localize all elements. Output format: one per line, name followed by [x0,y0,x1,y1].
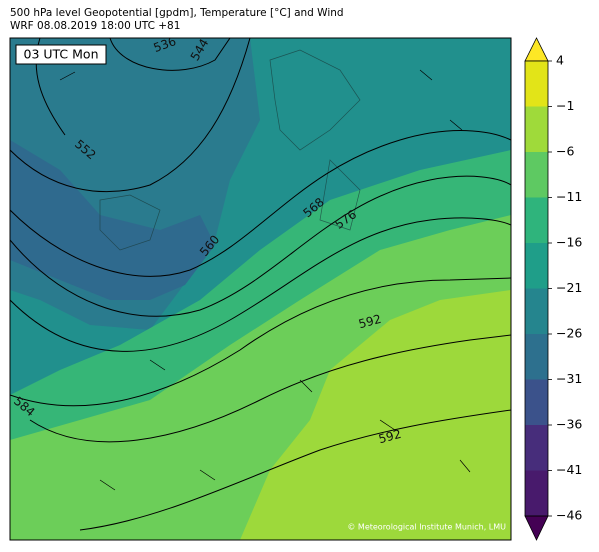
colorbar-label: −26 [556,326,582,341]
colorbar-label: −46 [556,508,582,523]
colorbar-label: 4 [556,53,564,68]
colorbar-box [525,152,548,198]
colorbar-label: −11 [556,189,582,204]
copyright: © Meteorological Institute Munich, LMU [347,523,506,532]
hot-region [240,290,511,540]
colorbar-box [525,425,548,471]
map-title: 500 hPa level Geopotential [gpdm], Tempe… [10,7,344,19]
colorbar-box [525,334,548,380]
time-box [15,44,107,65]
colorbar-label: −31 [556,371,582,386]
cold-core [10,140,215,300]
colorbar-box [525,379,548,425]
contour [10,175,511,317]
time-label: 03 UTC Mon [24,47,99,62]
map-subtitle: WRF 08.08.2019 18:00 UTC +81 [10,20,180,32]
colorbar-extend-bottom [524,515,549,541]
colorbar-label: −1 [556,98,574,113]
colorbar-extend-top [524,37,549,62]
contour-label: 592 [357,312,383,331]
colorbar-label: −41 [556,462,582,477]
colorbar-box [525,288,548,334]
contour-label: 592 [377,427,403,446]
colorbar-box [525,61,548,107]
colorbar-box [525,106,548,152]
colorbar-label: −6 [556,144,574,159]
map-field: 536 544 552 560 568 576 592 592 584 © Me… [10,38,511,540]
contour [10,130,511,277]
coastlines [99,49,361,251]
contour [29,334,511,443]
colorbar: 4 −1 −6 −11 −16 −21 −26 −31 −36 −41 −46 [524,37,582,541]
contour [10,217,511,352]
contour [79,409,511,531]
colorbar-box [525,197,548,243]
contour-bold [10,38,251,193]
colorbar-label: −36 [556,417,582,432]
map-frame [9,37,512,541]
contour [10,277,511,407]
colorbar-box [525,470,548,516]
contour [109,38,231,71]
colorbar-box [525,243,548,289]
colorbar-label: −21 [556,280,582,295]
colorbar-label: −16 [556,235,582,250]
